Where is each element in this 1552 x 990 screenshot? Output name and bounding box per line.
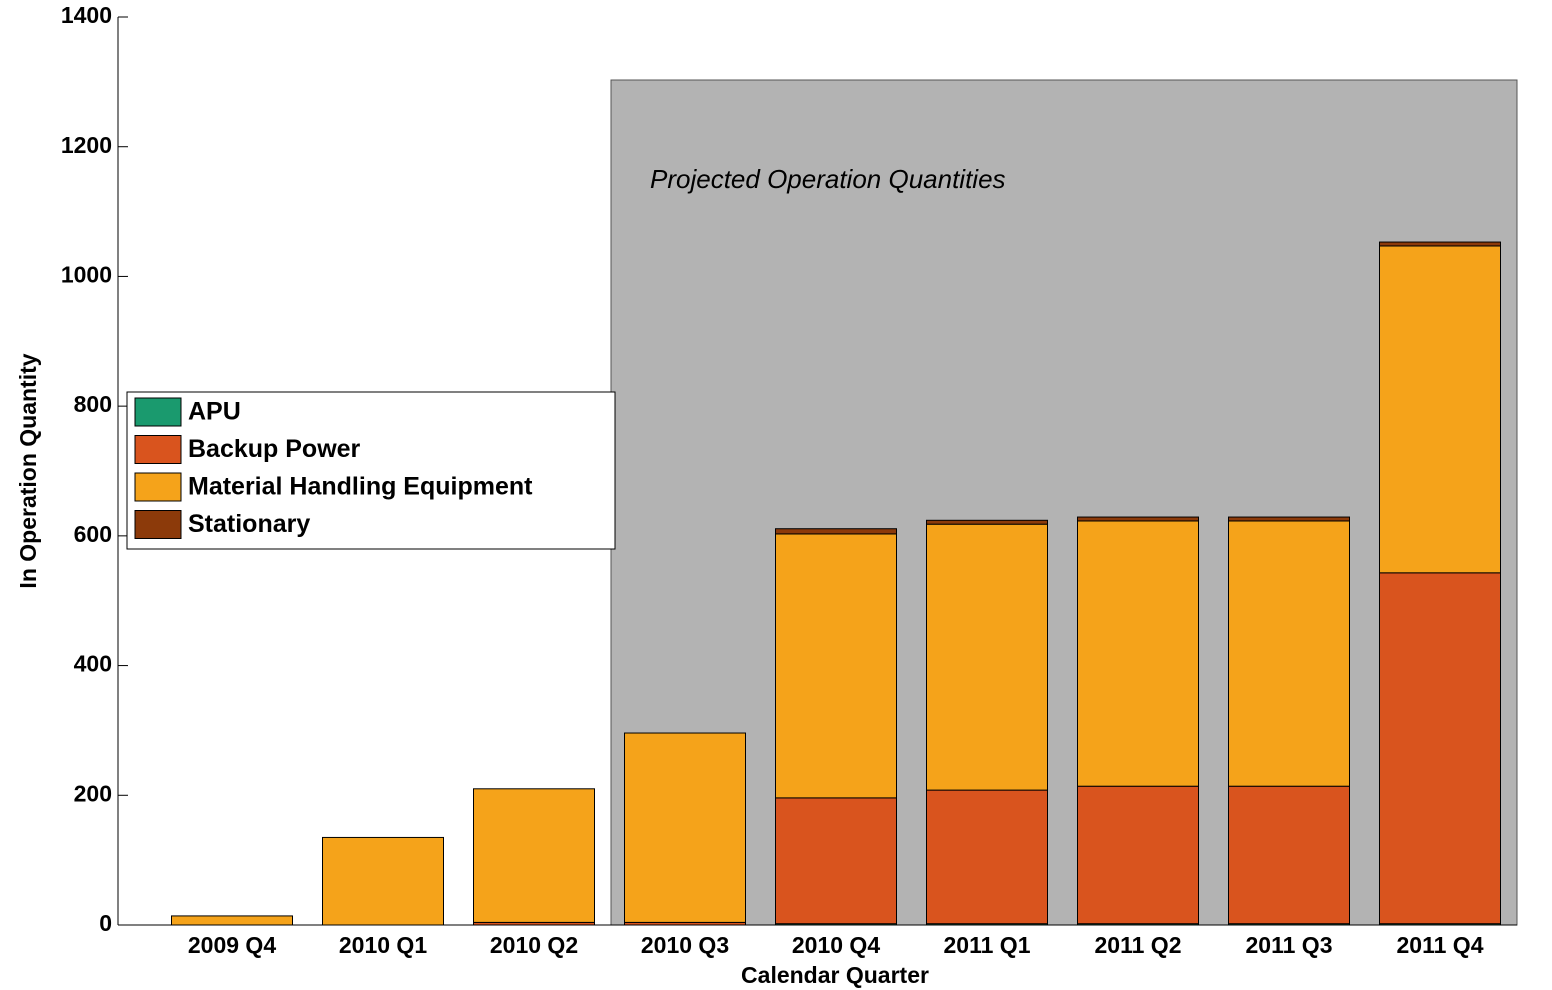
y-axis-label: In Operation Quantity [15,353,41,588]
bar-segment [775,797,897,925]
legend-swatch [134,510,182,539]
bar-segment [171,915,293,926]
legend-box [126,391,616,550]
legend-label: Backup Power [188,435,361,463]
bar-segment [1379,572,1501,925]
y-tick-label: 1000 [61,262,112,288]
bar-segment [1228,516,1350,522]
x-tick-label: 2011 Q4 [1397,932,1484,958]
bar-segment [926,519,1048,525]
y-tick-label: 400 [74,651,112,677]
bar-segment [1228,785,1350,925]
bar-segment [322,836,444,926]
y-tick-label: 0 [99,910,112,936]
bar-segment [926,789,1048,925]
y-tick-label: 1400 [61,2,112,28]
bar-segment [473,788,595,923]
bar-segment [1077,520,1199,787]
annotation: Projected Operation Quantities [650,164,1006,194]
x-tick-label: 2010 Q4 [792,932,880,958]
x-tick-label: 2010 Q2 [490,932,578,958]
legend-label: APU [188,398,241,426]
x-tick-label: 2009 Q4 [188,932,276,958]
y-tick-label: 1200 [61,132,112,158]
bar-segment [775,533,897,799]
projected-region [610,79,1518,926]
bar-segment [1228,520,1350,787]
legend-swatch [134,435,182,464]
bar-segment [1077,785,1199,925]
x-tick-label: 2011 Q2 [1095,932,1182,958]
y-tick-label: 800 [74,391,112,417]
x-tick-label: 2011 Q1 [944,932,1031,958]
y-tick-label: 200 [74,780,112,806]
bar-segment [624,732,746,923]
x-axis-label: Calendar Quarter [741,962,929,988]
x-tick-label: 2010 Q1 [339,932,427,958]
bar-segment [1379,245,1501,574]
legend-label: Material Handling Equipment [188,473,533,501]
legend-swatch [134,397,182,427]
x-tick-label: 2010 Q3 [641,932,729,958]
x-tick-label: 2011 Q3 [1246,932,1333,958]
legend-label: Stationary [188,510,310,538]
legend-swatch [134,472,182,502]
y-tick-label: 600 [74,521,112,547]
bar-segment [775,528,897,535]
bar-segment [1379,241,1501,247]
bar-segment [1077,516,1199,522]
bar-segment [926,523,1048,791]
